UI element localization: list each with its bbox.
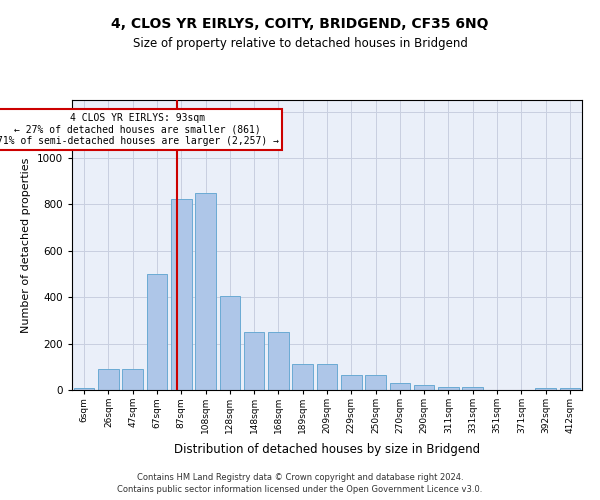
Bar	[317, 364, 337, 390]
Text: Distribution of detached houses by size in Bridgend: Distribution of detached houses by size …	[174, 442, 480, 456]
Bar	[389, 383, 410, 390]
Bar	[463, 386, 483, 390]
Bar	[268, 332, 289, 390]
Text: Contains HM Land Registry data © Crown copyright and database right 2024.: Contains HM Land Registry data © Crown c…	[137, 472, 463, 482]
Text: Size of property relative to detached houses in Bridgend: Size of property relative to detached ho…	[133, 38, 467, 51]
Y-axis label: Number of detached properties: Number of detached properties	[21, 158, 31, 332]
Text: Contains public sector information licensed under the Open Government Licence v3: Contains public sector information licen…	[118, 485, 482, 494]
Bar	[195, 193, 216, 390]
Bar	[244, 332, 265, 390]
Text: 4 CLOS YR EIRLYS: 93sqm
← 27% of detached houses are smaller (861)
71% of semi-d: 4 CLOS YR EIRLYS: 93sqm ← 27% of detache…	[0, 113, 278, 146]
Bar	[98, 369, 119, 390]
Text: 4, CLOS YR EIRLYS, COITY, BRIDGEND, CF35 6NQ: 4, CLOS YR EIRLYS, COITY, BRIDGEND, CF35…	[111, 18, 489, 32]
Bar	[122, 369, 143, 390]
Bar	[292, 364, 313, 390]
Bar	[171, 198, 191, 390]
Bar	[341, 375, 362, 390]
Bar	[535, 388, 556, 390]
Bar	[74, 388, 94, 390]
Bar	[146, 274, 167, 390]
Bar	[365, 375, 386, 390]
Bar	[220, 296, 240, 390]
Bar	[438, 386, 459, 390]
Bar	[414, 386, 434, 390]
Bar	[560, 388, 580, 390]
